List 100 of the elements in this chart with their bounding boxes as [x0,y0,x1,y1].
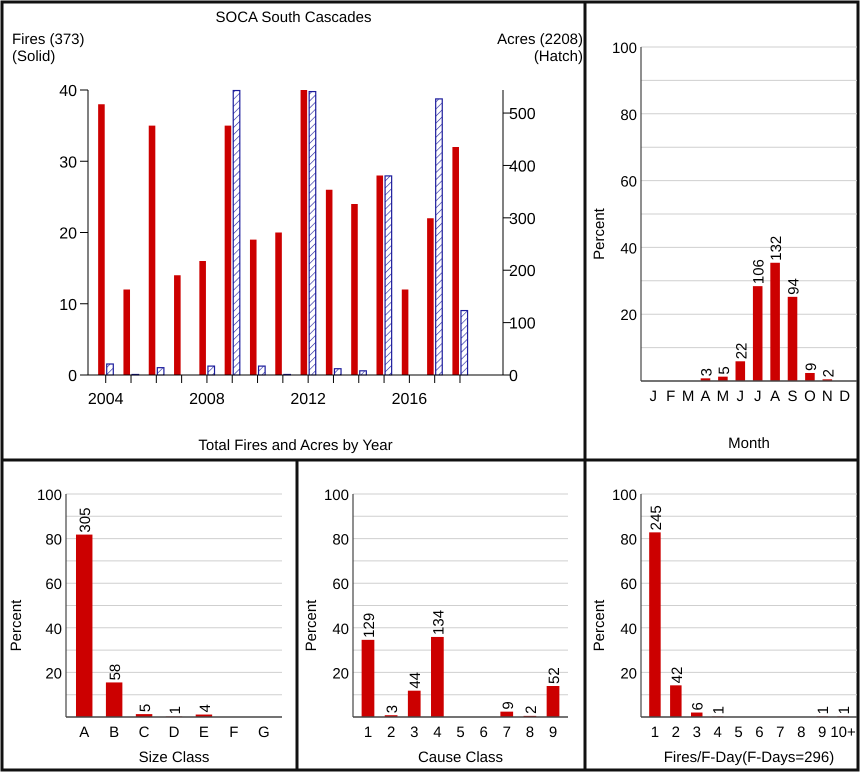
x-tick-label: S [788,388,798,405]
annotation: 134 [430,610,448,635]
x-tick-label: 2004 [88,391,124,408]
annotation: 58 [107,664,124,680]
x-tick-label: 1 [650,724,660,741]
x-tick-label: 9 [548,724,558,741]
y-tick-label: 30 [59,154,78,172]
annotation: 4 [196,704,214,713]
x-tick-label: 5 [734,724,743,741]
annotation: 1 [710,706,728,714]
x-tick-label: 4 [713,724,722,741]
annotation: 2 [820,368,838,378]
x-axis-title: Size Class [138,749,210,766]
y-tick-label: 20 [620,307,637,324]
y-tick-label: 20 [59,226,78,242]
x-tick-label: M [716,388,730,405]
x-tick-label: 2 [386,724,396,741]
y-tick-label: 80 [45,532,62,549]
y2-axis-title: Acres (2208) (Hatch) [497,31,583,65]
x-tick-label: 2008 [189,391,225,408]
annotation: 1 [815,706,832,714]
y-axis-title: Percent [591,598,608,652]
x-tick-label: M [682,388,694,405]
x-tick-label: 2012 [290,391,326,408]
x-axis-title: Fires/F-Day(F-Days=296) [664,749,834,766]
x-tick-label: F [666,388,676,405]
y-tick-label: 100 [612,487,637,504]
annotation: 5 [716,366,733,375]
y-tick-label: 40 [59,83,78,100]
x-tick-label: A [700,388,710,405]
x-tick-label: 1 [364,724,372,741]
y2-tick-label: 0 [509,368,518,385]
annotation: 1 [836,706,854,714]
y-tick-label: 20 [45,665,62,682]
y-axis-title: Percent [303,598,320,652]
y-tick-label: 60 [332,576,349,594]
x-tick-label: D [839,388,850,405]
annotation: 6 [690,702,707,711]
y-axis-title: Percent [8,598,25,652]
x-tick-label: G [258,724,270,741]
x-tick-label: J [736,388,744,405]
annotation: 42 [668,666,686,684]
x-tick-label: A [770,388,780,405]
y-tick-label: 0 [68,368,78,385]
y2-tick-label: 500 [509,106,536,124]
annotation: 22 [733,342,750,360]
y2-tick-label: 200 [509,263,536,280]
y-tick-label: 80 [620,106,637,124]
x-tick-label: C [138,724,150,741]
x-tick-label: F [229,724,238,741]
x-axis-title: Month [728,435,770,452]
x-tick-label: 6 [479,724,488,741]
x-tick-label: 10+ [830,724,856,741]
y-tick-label: 80 [620,532,637,549]
y-axis-title: Fires (373) (Solid) [12,31,85,65]
annotation: 305 [77,508,94,533]
y-tick-label: 40 [332,620,349,638]
annotation: 3 [384,704,402,714]
annotation: 5 [137,704,154,712]
y-tick-label: 40 [620,240,637,258]
x-tick-label: D [168,724,180,741]
x-tick-label: 5 [456,724,465,741]
y-tick-label: 40 [45,620,62,638]
annotation: 245 [648,505,665,530]
y2-tick-label: 300 [509,210,536,228]
annotation: 44 [407,672,424,689]
annotation: 2 [522,706,540,714]
x-tick-label: N [822,388,833,405]
y-tick-label: 100 [324,487,349,504]
y-tick-label: 10 [59,296,78,314]
annotation: 132 [768,236,786,261]
y-axis-title: Percent [591,207,608,260]
x-tick-label: J [754,388,762,405]
x-tick-label: 2 [672,724,680,741]
y2-tick-label: 400 [509,158,536,176]
y-tick-label: 100 [36,487,62,504]
x-tick-label: 8 [526,724,534,741]
y-tick-label: 20 [332,665,349,682]
x-tick-label: 4 [433,724,442,741]
x-tick-label: 2016 [392,391,428,408]
annotation: 106 [750,259,768,284]
annotation: 129 [360,612,378,638]
y2-tick-label: 100 [509,316,536,333]
y-tick-label: 60 [620,576,637,594]
annotation: 9 [500,701,517,710]
x-tick-label: O [804,388,816,405]
annotation: 94 [786,278,803,295]
y-tick-label: 20 [620,665,637,682]
x-tick-label: 7 [776,724,785,741]
annotation: 9 [802,362,820,371]
x-tick-label: B [109,724,120,741]
x-tick-label: 7 [502,724,511,741]
x-axis-title: Cause Class [418,749,504,766]
x-tick-label: 3 [410,724,418,741]
y-tick-label: 100 [612,40,637,57]
annotation: 52 [546,667,564,684]
x-tick-label: A [79,724,90,741]
x-axis-title: Total Fires and Acres by Year [198,437,393,454]
chart-title: SOCA South Cascades [216,9,372,26]
y-tick-label: 60 [620,174,637,191]
